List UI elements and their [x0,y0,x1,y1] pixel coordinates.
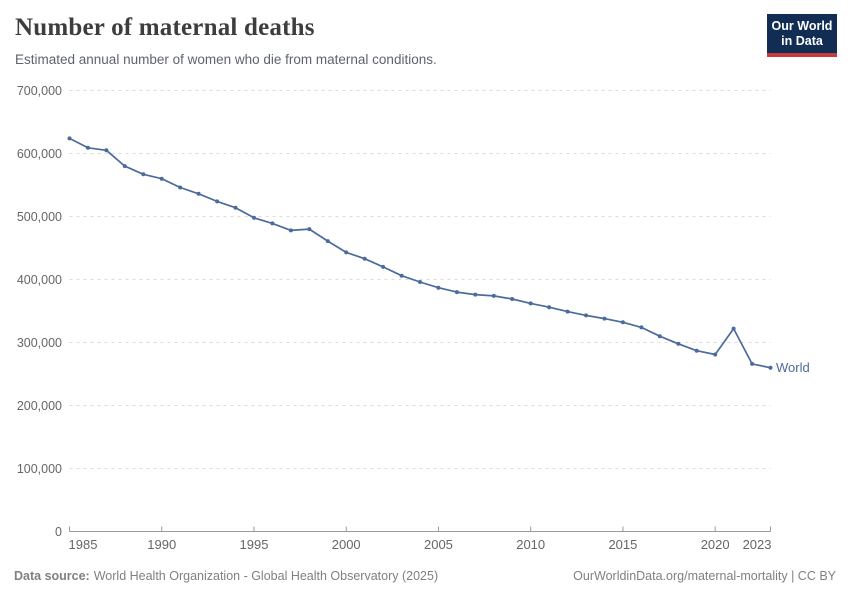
svg-text:2023: 2023 [743,537,772,552]
chart-subtitle: Estimated annual number of women who die… [15,52,437,67]
svg-text:2010: 2010 [516,537,545,552]
entity-label-world[interactable]: World [776,360,810,375]
owid-url-license-link[interactable]: OurWorldinData.org/maternal-mortality | … [573,569,836,583]
owid-logo[interactable]: Our World in Data [767,14,837,57]
svg-text:700,000: 700,000 [17,84,62,98]
svg-text:1985: 1985 [69,537,98,552]
svg-text:200,000: 200,000 [17,399,62,413]
svg-text:100,000: 100,000 [17,462,62,476]
data-source-label: Data source: [14,569,90,583]
svg-text:400,000: 400,000 [17,273,62,287]
svg-text:1990: 1990 [147,537,176,552]
x-axis [69,526,771,532]
svg-text:2020: 2020 [701,537,730,552]
chart-footer: Data source: World Health Organization - … [14,569,836,583]
data-source: Data source: World Health Organization - … [14,569,438,583]
owid-logo-line1: Our World [771,19,833,33]
svg-text:2005: 2005 [424,537,453,552]
data-source-text: World Health Organization - Global Healt… [93,569,439,583]
svg-text:300,000: 300,000 [17,336,62,350]
x-axis-labels: 1985 1990 1995 2000 2005 2010 2015 2020 2023 [69,537,772,552]
svg-text:600,000: 600,000 [17,147,62,161]
svg-text:2015: 2015 [608,537,637,552]
series-line-world[interactable] [68,137,772,369]
svg-text:1995: 1995 [240,537,269,552]
y-axis-labels: 0 100,000 200,000 300,000 400,000 500,000 600,… [17,84,62,539]
gridlines [69,90,771,469]
series-markers-world [67,136,773,370]
chart-title: Number of maternal deaths [15,14,315,41]
svg-text:2000: 2000 [332,537,361,552]
owid-logo-line2: in Data [781,33,823,48]
svg-text:0: 0 [55,525,62,539]
svg-text:500,000: 500,000 [17,210,62,224]
